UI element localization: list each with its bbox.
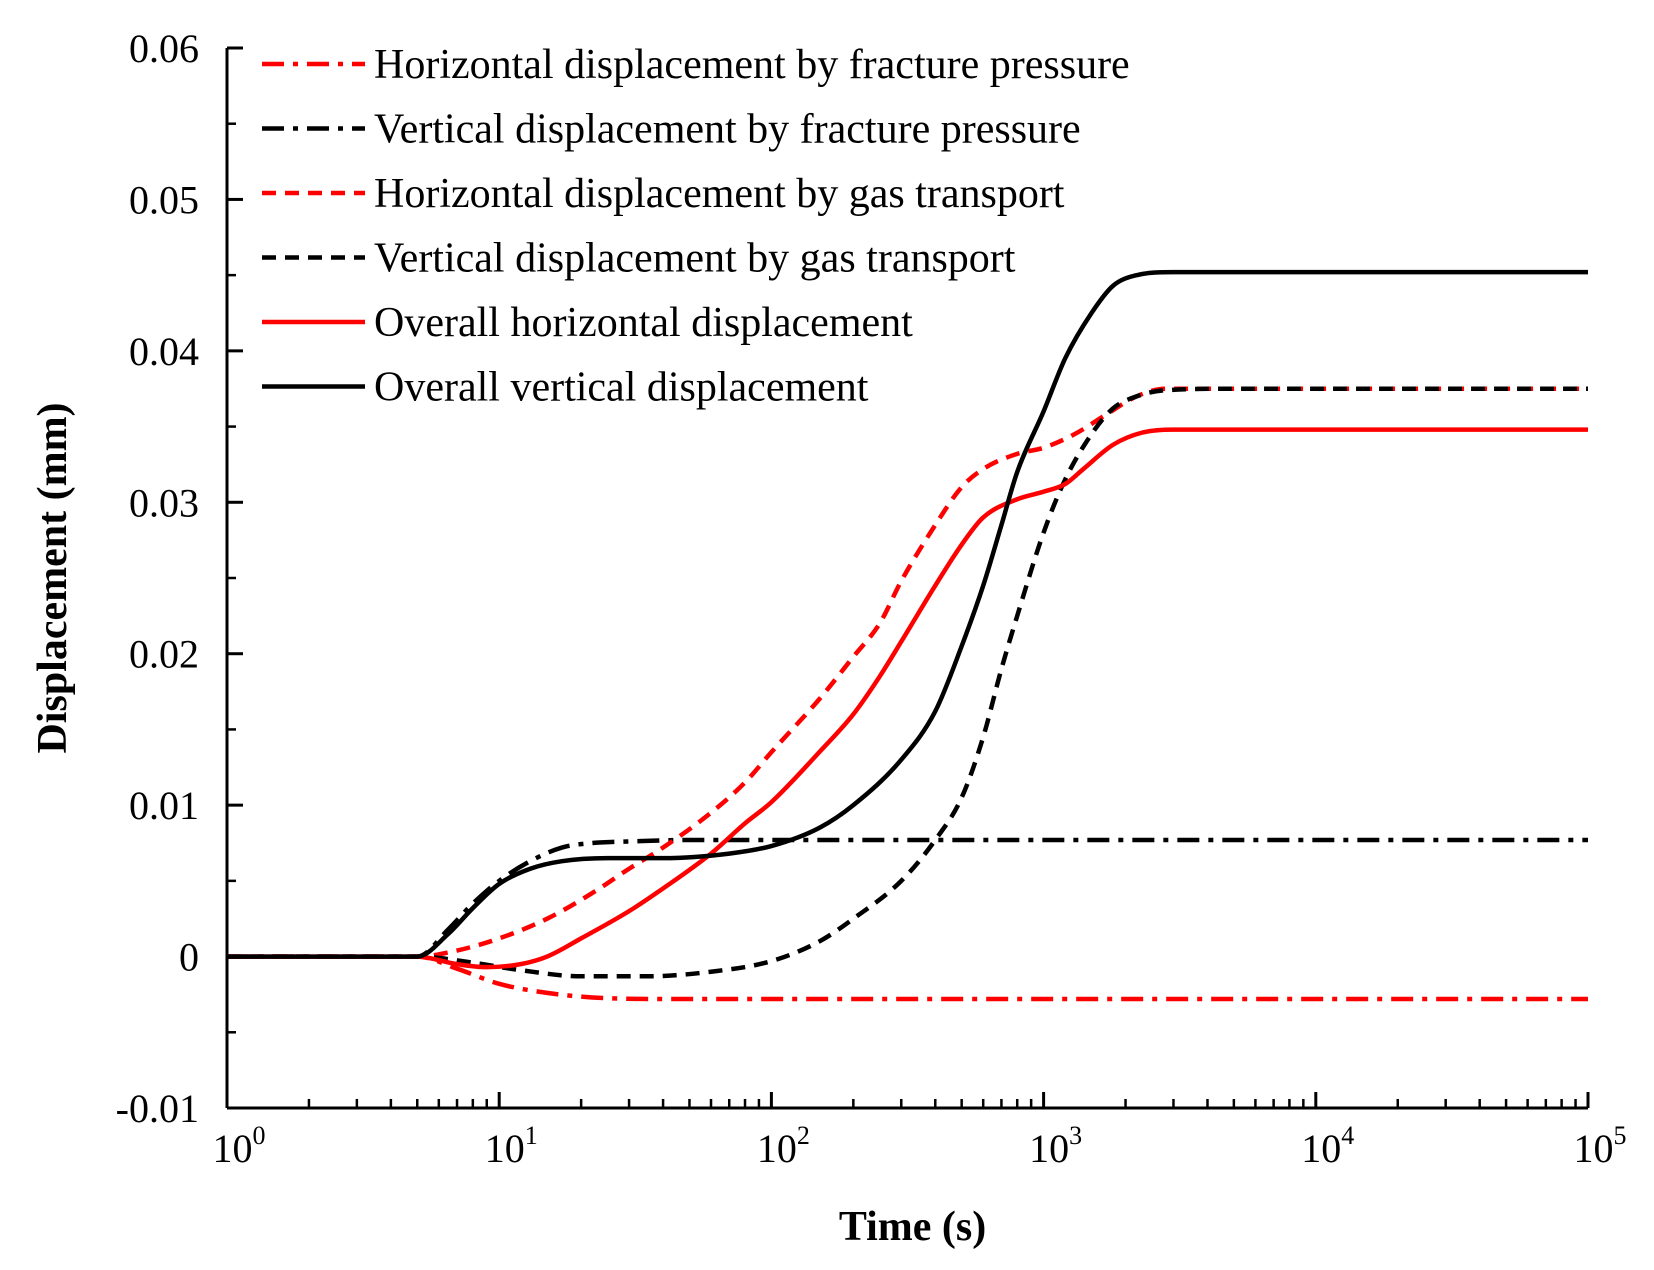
series-line-5 [226, 427, 1588, 970]
x-tick-label: 104 [1301, 1121, 1354, 1171]
legend-label-4: Vertical displacement by gas transport [374, 236, 1016, 282]
y-tick-label: 0.05 [129, 177, 199, 222]
x-tick-exponent: 4 [1341, 1121, 1354, 1150]
series-line-1 [226, 954, 1588, 1002]
x-tick-base: 10 [757, 1126, 797, 1171]
series-line-6 [226, 269, 1588, 959]
y-ticks: -0.01 0 0.01 0.02 0.03 0.04 0.05 0.06 [116, 26, 243, 1131]
x-tick-label: 101 [485, 1121, 538, 1171]
x-axis-title: Time (s) [839, 1204, 986, 1250]
y-tick-label: 0.01 [129, 783, 199, 828]
y-tick-label: 0.02 [129, 632, 199, 677]
series-line-3 [226, 386, 1589, 959]
legend-label-3: Horizontal displacement by gas transport [374, 171, 1065, 217]
x-tick-base: 10 [1029, 1126, 1069, 1171]
legend-label-5: Overall horizontal displacement [374, 300, 913, 346]
x-ticks: 100 101 102 103 104 105 [213, 1092, 1627, 1171]
series-line-4 [226, 386, 1589, 979]
y-tick-label: 0.06 [129, 26, 199, 71]
x-tick-exponent: 5 [1614, 1121, 1627, 1150]
x-tick-base: 10 [485, 1126, 525, 1171]
y-tick-label: 0.03 [129, 480, 199, 525]
series-line-2 [226, 837, 1588, 959]
x-tick-label: 102 [757, 1121, 810, 1171]
x-tick-label: 100 [213, 1121, 266, 1171]
y-axis-title: Displacement (mm) [30, 402, 76, 753]
legend-label-1: Horizontal displacement by fracture pres… [374, 42, 1130, 88]
x-tick-exponent: 1 [525, 1121, 538, 1150]
x-tick-exponent: 2 [797, 1121, 810, 1150]
legend: Horizontal displacement by fracture pres… [262, 42, 1130, 411]
x-tick-exponent: 3 [1069, 1121, 1082, 1150]
plot-lines [226, 269, 1589, 1002]
x-tick-label: 105 [1574, 1121, 1627, 1171]
y-tick-label: 0 [179, 935, 199, 980]
x-tick-label: 103 [1029, 1121, 1082, 1171]
legend-label-6: Overall vertical displacement [374, 365, 869, 411]
x-tick-base: 10 [1574, 1126, 1614, 1171]
x-tick-base: 10 [213, 1126, 253, 1171]
x-tick-exponent: 0 [253, 1121, 266, 1150]
y-tick-label: -0.01 [116, 1086, 199, 1131]
x-tick-base: 10 [1301, 1126, 1341, 1171]
legend-label-2: Vertical displacement by fracture pressu… [374, 107, 1081, 153]
y-tick-label: 0.04 [129, 329, 199, 374]
